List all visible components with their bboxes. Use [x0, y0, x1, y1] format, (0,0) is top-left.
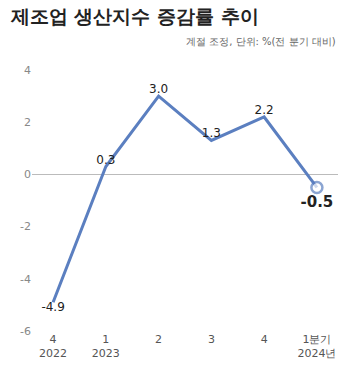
- svg-text:0: 0: [24, 168, 31, 181]
- svg-text:-2: -2: [20, 220, 31, 233]
- svg-text:2: 2: [24, 116, 31, 129]
- svg-text:4: 4: [261, 333, 268, 346]
- svg-text:1분기2024년: 1분기2024년: [297, 333, 336, 360]
- svg-text:42022: 42022: [39, 333, 67, 360]
- svg-text:1.3: 1.3: [202, 126, 221, 140]
- svg-text:12023: 12023: [92, 333, 120, 360]
- svg-text:2: 2: [155, 333, 162, 346]
- svg-text:-0.5: -0.5: [300, 193, 333, 211]
- svg-text:4: 4: [24, 64, 31, 77]
- svg-text:제조업 생산지수 증감률 추이: 제조업 생산지수 증감률 추이: [10, 5, 259, 27]
- svg-text:2.2: 2.2: [255, 103, 274, 117]
- svg-text:-4: -4: [20, 273, 31, 286]
- svg-text:-4.9: -4.9: [41, 300, 64, 314]
- svg-text:0.3: 0.3: [96, 153, 115, 167]
- svg-text:3: 3: [208, 333, 215, 346]
- svg-text:계절 조정, 단위: %(전 분기 대비): 계절 조정, 단위: %(전 분기 대비): [186, 36, 336, 47]
- svg-text:-6: -6: [20, 325, 31, 338]
- svg-text:3.0: 3.0: [149, 82, 168, 96]
